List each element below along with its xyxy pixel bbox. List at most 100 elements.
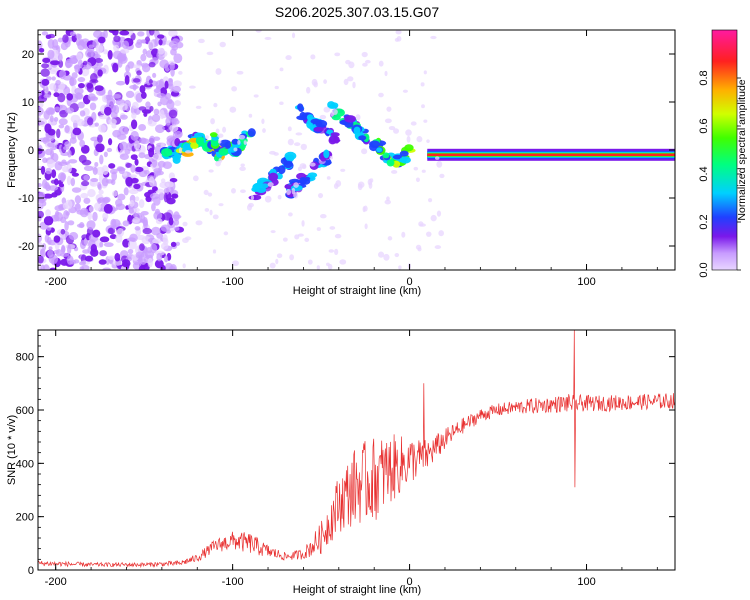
sparse-speckle bbox=[306, 86, 311, 94]
sparse-speckle bbox=[334, 248, 339, 256]
noise-speckle bbox=[60, 228, 66, 235]
sparse-speckle bbox=[439, 173, 445, 179]
sparse-speckle bbox=[240, 163, 245, 167]
noise-speckle bbox=[122, 238, 130, 248]
sparse-speckle bbox=[347, 76, 354, 82]
noise-speckle bbox=[66, 244, 72, 255]
noise-speckle bbox=[133, 183, 141, 190]
noise-speckle bbox=[141, 63, 151, 73]
noise-speckle bbox=[157, 160, 166, 168]
noise-speckle bbox=[155, 188, 165, 194]
noise-speckle bbox=[149, 193, 160, 200]
sparse-speckle bbox=[178, 147, 182, 154]
noise-speckle bbox=[65, 107, 74, 114]
signal-blob bbox=[277, 165, 286, 175]
noise-speckle bbox=[130, 164, 136, 173]
noise-speckle bbox=[38, 117, 48, 127]
noise-speckle bbox=[38, 47, 45, 53]
noise-speckle bbox=[107, 49, 113, 60]
noise-speckle bbox=[154, 259, 164, 269]
noise-speckle bbox=[45, 107, 56, 116]
noise-speckle bbox=[61, 197, 67, 205]
noise-speckle bbox=[79, 239, 87, 250]
noise-speckle bbox=[169, 62, 175, 71]
noise-speckle bbox=[175, 41, 184, 49]
noise-speckle bbox=[47, 49, 55, 60]
noise-speckle bbox=[40, 165, 46, 175]
noise-speckle bbox=[54, 205, 64, 212]
sparse-speckle bbox=[384, 118, 392, 124]
noise-speckle bbox=[172, 38, 180, 44]
noise-speckle bbox=[58, 118, 68, 126]
noise-speckle bbox=[159, 181, 170, 189]
noise-speckle bbox=[132, 78, 141, 83]
sparse-speckle bbox=[335, 180, 342, 187]
y-tick-label: 20 bbox=[22, 49, 34, 61]
sparse-speckle bbox=[229, 106, 237, 113]
sparse-speckle bbox=[323, 79, 328, 84]
sparse-speckle bbox=[267, 182, 274, 187]
noise-speckle bbox=[118, 125, 129, 136]
signal-blob bbox=[399, 156, 411, 164]
spectrogram-y-axis: -20 -10 0 10 20 bbox=[18, 34, 675, 266]
sparse-speckle bbox=[304, 237, 310, 243]
signal-blob bbox=[297, 103, 304, 111]
noise-speckle bbox=[173, 211, 180, 222]
colorbar-label: Normalized spectral amplitude bbox=[736, 79, 748, 220]
noise-speckle bbox=[66, 93, 74, 101]
noise-speckle bbox=[122, 220, 130, 227]
noise-speckle bbox=[49, 69, 57, 75]
x-tick-label: 0 bbox=[407, 276, 413, 288]
y-tick-label: 0 bbox=[28, 565, 34, 577]
noise-speckle bbox=[80, 192, 89, 199]
sparse-speckle bbox=[238, 134, 246, 140]
sparse-speckle bbox=[209, 209, 213, 216]
colorbar-tick-label: 0.0 bbox=[698, 262, 710, 277]
noise-speckle bbox=[113, 44, 120, 52]
signal-blob bbox=[330, 132, 340, 137]
signal-blob bbox=[386, 159, 395, 167]
sparse-speckle bbox=[243, 140, 247, 145]
x-tick-label: 100 bbox=[577, 276, 595, 288]
noise-speckle bbox=[88, 96, 99, 101]
chart-title: S206.2025.307.03.15.G07 bbox=[275, 4, 439, 20]
snr-y-axis: 0 200 400 600 800 bbox=[16, 334, 675, 577]
sparse-speckle bbox=[215, 68, 222, 75]
noise-speckle bbox=[134, 158, 139, 166]
noise-speckle bbox=[79, 139, 86, 148]
noise-speckle bbox=[38, 255, 44, 264]
noise-speckle bbox=[115, 203, 126, 211]
noise-speckle bbox=[160, 242, 169, 250]
colorbar-gradient bbox=[711, 29, 738, 271]
noise-speckle bbox=[120, 48, 130, 54]
noise-speckle bbox=[102, 212, 109, 221]
noise-speckle bbox=[156, 232, 164, 239]
sparse-speckle bbox=[288, 212, 293, 217]
noise-speckle bbox=[151, 203, 156, 212]
sparse-speckle bbox=[195, 105, 202, 109]
sparse-speckle bbox=[352, 81, 356, 89]
noise-speckle bbox=[42, 157, 48, 164]
noise-speckle bbox=[138, 124, 147, 131]
snr-frame bbox=[37, 329, 676, 571]
noise-speckle bbox=[123, 187, 129, 196]
noise-speckle bbox=[58, 59, 64, 68]
noise-speckle bbox=[89, 102, 97, 111]
noise-speckle bbox=[56, 128, 61, 139]
noise-speckle bbox=[157, 101, 162, 107]
noise-speckle bbox=[57, 37, 64, 43]
noise-speckle bbox=[81, 180, 90, 187]
noise-speckle bbox=[168, 78, 174, 87]
noise-speckle bbox=[62, 34, 69, 43]
noise-speckle bbox=[108, 30, 117, 34]
noise-speckle bbox=[83, 174, 90, 181]
noise-speckle bbox=[116, 167, 126, 172]
noise-speckle bbox=[45, 209, 51, 217]
noise-speckle bbox=[168, 109, 178, 119]
noise-speckle bbox=[172, 131, 178, 140]
noise-speckle bbox=[69, 77, 77, 86]
sparse-speckle bbox=[364, 223, 368, 230]
noise-speckle bbox=[112, 93, 122, 99]
noise-speckle bbox=[102, 94, 108, 103]
